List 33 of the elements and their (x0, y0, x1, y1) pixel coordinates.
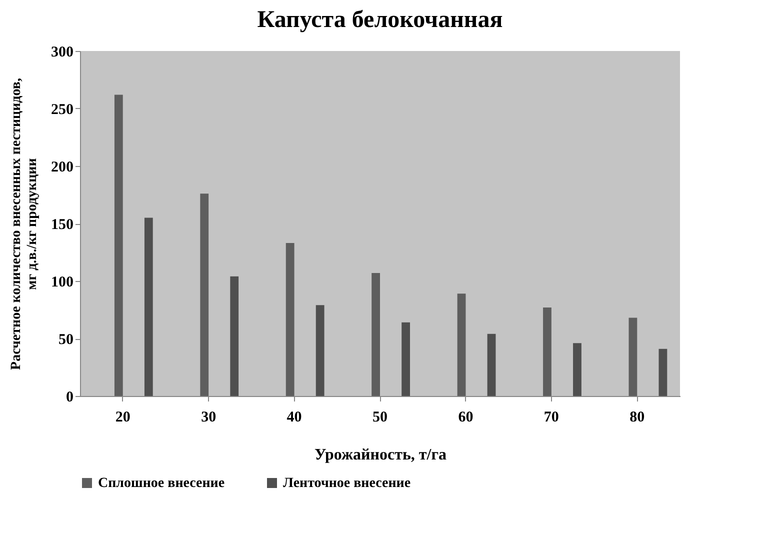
bar (316, 305, 324, 396)
legend-label: Сплошное внесение (98, 476, 225, 491)
y-axis-title: Расчетное количество внесенных пестицидов, мг д.в./кг продукции (9, 78, 40, 370)
bar (200, 194, 209, 396)
bar (628, 318, 638, 396)
x-axis-title: Урожайность, т/га (314, 446, 446, 464)
y-tick-label: 250 (51, 102, 74, 118)
bar (402, 322, 410, 396)
bar (114, 94, 123, 396)
x-tick-label: 80 (630, 410, 645, 426)
bar (658, 348, 668, 396)
x-tick-label: 60 (458, 410, 474, 426)
y-tick-label: 150 (51, 217, 74, 233)
bar (543, 307, 552, 396)
y-tick-label: 200 (51, 160, 74, 176)
bar (573, 343, 582, 396)
y-tick-label: 100 (51, 274, 74, 290)
y-tick-label: 50 (58, 332, 74, 348)
bar (286, 243, 294, 396)
x-tick-label: 20 (115, 410, 130, 426)
bar (144, 218, 153, 396)
chart-title: Капуста белокочанная (257, 7, 503, 33)
bar (487, 334, 496, 396)
x-tick-label: 50 (372, 410, 388, 426)
bar (457, 294, 466, 396)
legend-label: Ленточное внесение (283, 476, 411, 491)
bar (372, 272, 380, 396)
x-tick-label: 40 (286, 410, 302, 426)
y-tick-label: 300 (51, 44, 74, 60)
x-tick-label: 70 (544, 410, 559, 426)
bar (230, 276, 239, 396)
y-tick-label: 0 (66, 390, 74, 406)
x-tick-label: 30 (201, 410, 216, 426)
